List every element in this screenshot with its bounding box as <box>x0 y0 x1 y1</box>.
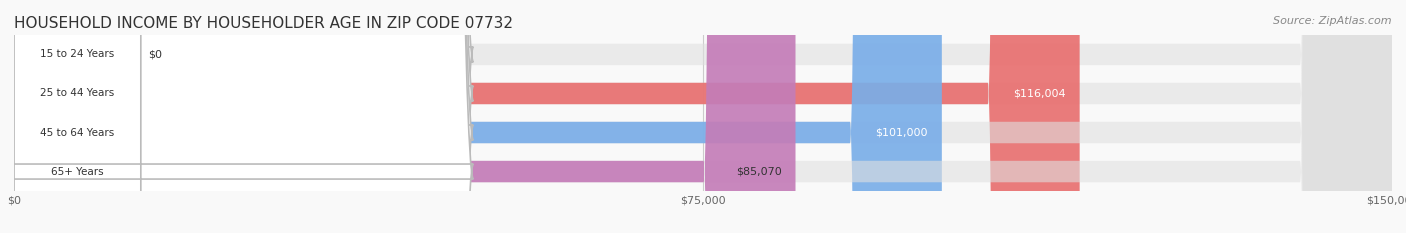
Text: Source: ZipAtlas.com: Source: ZipAtlas.com <box>1274 16 1392 26</box>
FancyBboxPatch shape <box>14 0 796 233</box>
Text: 45 to 64 Years: 45 to 64 Years <box>41 127 114 137</box>
Text: HOUSEHOLD INCOME BY HOUSEHOLDER AGE IN ZIP CODE 07732: HOUSEHOLD INCOME BY HOUSEHOLDER AGE IN Z… <box>14 16 513 31</box>
FancyBboxPatch shape <box>14 0 1392 233</box>
Text: $101,000: $101,000 <box>876 127 928 137</box>
Text: $85,070: $85,070 <box>735 167 782 177</box>
Text: $0: $0 <box>148 49 162 59</box>
FancyBboxPatch shape <box>14 0 1392 233</box>
Text: 25 to 44 Years: 25 to 44 Years <box>41 89 114 99</box>
FancyBboxPatch shape <box>14 0 1392 233</box>
FancyBboxPatch shape <box>14 0 942 233</box>
Text: $116,004: $116,004 <box>1014 89 1066 99</box>
FancyBboxPatch shape <box>0 0 474 233</box>
FancyBboxPatch shape <box>14 0 1080 233</box>
Text: 65+ Years: 65+ Years <box>51 167 104 177</box>
FancyBboxPatch shape <box>0 0 474 233</box>
FancyBboxPatch shape <box>0 0 474 233</box>
FancyBboxPatch shape <box>14 0 1392 233</box>
FancyBboxPatch shape <box>0 0 474 233</box>
Text: 15 to 24 Years: 15 to 24 Years <box>41 49 114 59</box>
